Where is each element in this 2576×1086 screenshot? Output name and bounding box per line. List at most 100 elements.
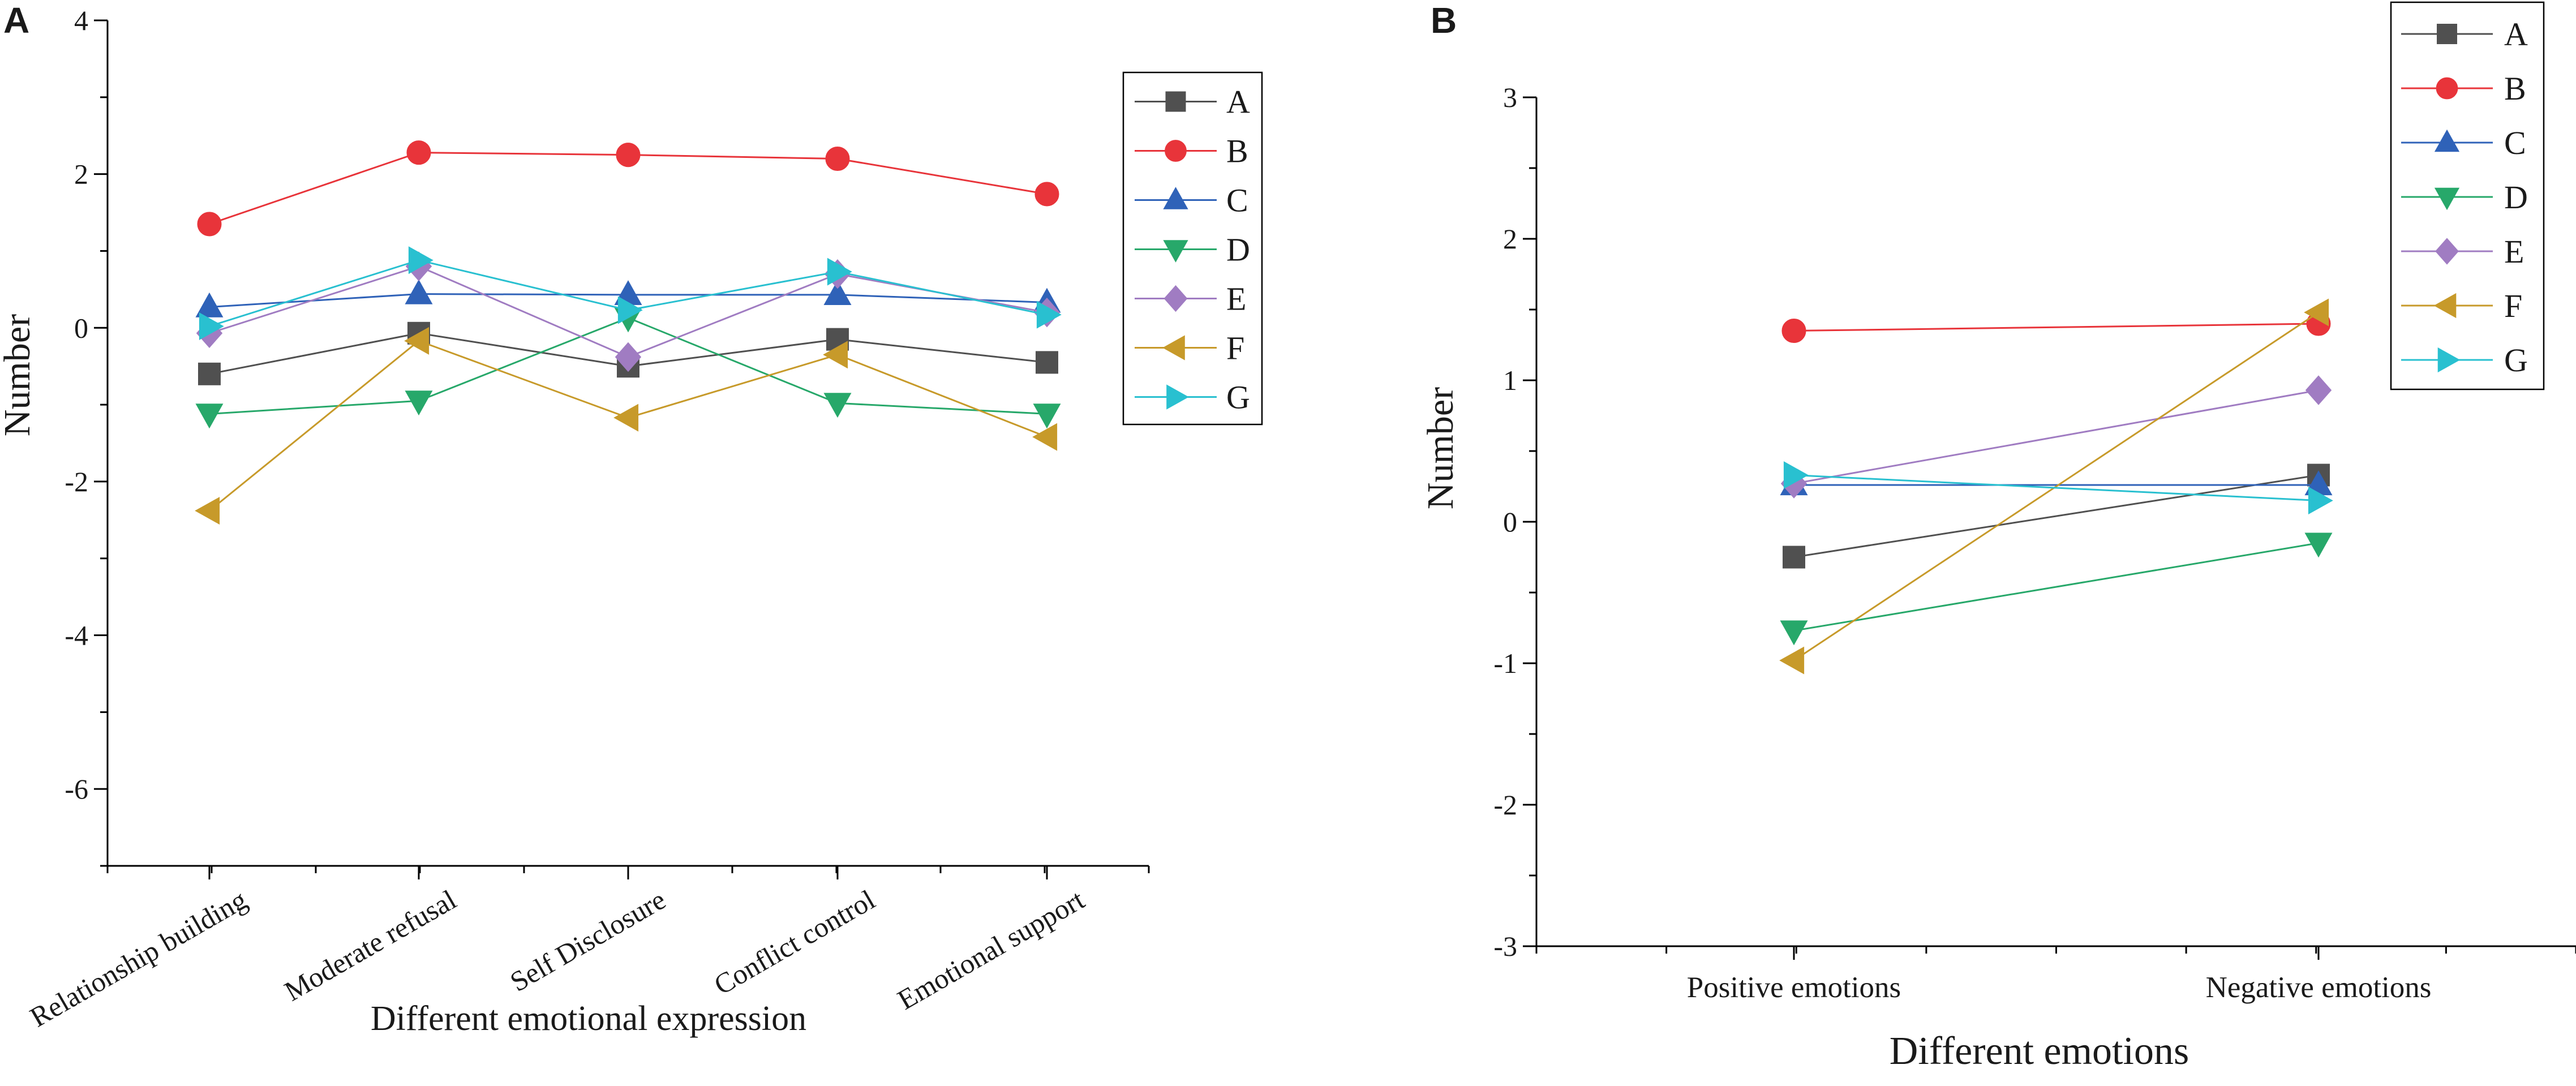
data-point <box>1783 546 1805 569</box>
y-tick-label: 2 <box>74 158 88 190</box>
legend-label: E <box>1226 281 1246 317</box>
y-axis-label: Number <box>0 314 38 436</box>
data-point <box>197 212 222 237</box>
y-tick-label: -4 <box>65 620 88 651</box>
series-f <box>195 327 1058 525</box>
legend-item: C <box>2401 125 2526 161</box>
x-axis-label: Different emotions <box>1890 1029 2189 1073</box>
data-point <box>823 341 848 369</box>
legend-item: G <box>1135 379 1250 416</box>
legend-label: G <box>1226 379 1250 416</box>
data-point <box>617 296 643 324</box>
series-line <box>1793 542 2319 632</box>
data-point <box>1036 351 1058 374</box>
x-tick-label: Self Disclosure <box>505 883 671 998</box>
x-tick-label: Conflict control <box>709 883 880 1001</box>
data-point <box>199 312 224 341</box>
x-tick-label: Relationship building <box>24 883 252 1033</box>
series-b <box>197 140 1059 237</box>
x-tick-label: Positive emotions <box>1687 971 1901 1004</box>
y-tick-label: 2 <box>1503 223 1517 255</box>
x-axis-label: Different emotional expression <box>371 999 806 1038</box>
data-point <box>1033 404 1061 429</box>
legend-label: G <box>2504 342 2528 379</box>
y-tick-label: 3 <box>1503 81 1517 113</box>
data-point <box>408 246 433 274</box>
series-g <box>1783 461 2333 515</box>
legend-marker <box>2437 24 2457 44</box>
series-f <box>1779 298 2329 675</box>
legend-marker <box>2436 77 2458 100</box>
data-point <box>1780 620 1808 646</box>
data-point <box>1034 182 1059 207</box>
legend-item: A <box>2401 16 2528 53</box>
legend-label: D <box>2504 179 2528 216</box>
y-tick-label: -3 <box>1493 930 1517 962</box>
legend-box <box>2390 1 2545 390</box>
data-point <box>1779 646 1805 675</box>
x-tick-label: Negative emotions <box>2206 971 2432 1004</box>
legend-item: G <box>2401 342 2528 379</box>
y-tick-label: -1 <box>1493 647 1517 679</box>
legend-item: B <box>2401 70 2526 107</box>
data-point <box>195 497 220 525</box>
series-b <box>1781 311 2331 344</box>
data-point <box>613 404 639 432</box>
data-point <box>615 342 642 372</box>
series-a <box>1783 463 2330 569</box>
legend-label: E <box>2504 233 2524 270</box>
legend-label: C <box>2504 125 2526 161</box>
y-tick-label: 0 <box>1503 506 1517 538</box>
series-line <box>1793 389 2319 484</box>
legend-item: F <box>2401 287 2522 324</box>
y-axis-label: Number <box>1420 387 1461 509</box>
legend-marker <box>2435 238 2459 265</box>
legend-marker <box>2434 129 2460 152</box>
legend-marker <box>1166 384 1189 410</box>
legend-label: A <box>2504 16 2528 53</box>
data-point <box>827 257 852 286</box>
data-point <box>2304 298 2329 327</box>
y-tick-label: -6 <box>65 773 88 805</box>
series-d <box>1780 533 2333 646</box>
series-e <box>1780 375 2332 499</box>
data-point <box>1783 461 1809 490</box>
legend-item: B <box>1135 133 1248 170</box>
data-point <box>825 146 850 171</box>
legend-marker <box>1163 240 1188 263</box>
data-point <box>406 140 431 165</box>
data-point <box>2304 533 2333 558</box>
legend-marker <box>1165 140 1187 162</box>
legend-item: A <box>1135 84 1250 121</box>
legend-label: B <box>2504 70 2526 107</box>
legend-label: F <box>1226 330 1244 367</box>
legend-item: C <box>1135 182 1248 219</box>
legend-marker <box>1163 187 1188 209</box>
legend-marker <box>1165 91 1186 112</box>
data-point <box>2308 486 2333 515</box>
legend-item: E <box>1135 281 1246 317</box>
legend-label: A <box>1226 84 1250 121</box>
series-line <box>1793 474 2319 501</box>
series-g <box>199 246 1062 341</box>
legend-item: F <box>1135 330 1244 367</box>
data-point <box>616 143 641 168</box>
y-tick-label: -2 <box>1493 789 1517 821</box>
series-c <box>1780 470 2333 496</box>
data-point <box>823 280 852 305</box>
legend-marker <box>2437 347 2461 373</box>
legend-item: D <box>2401 179 2528 216</box>
legend-marker <box>1164 285 1188 312</box>
data-point <box>195 292 224 317</box>
chart-panel-b: B -3 -2 -1 0 1 2 3 Positive emotions Negative emo… <box>1420 0 2576 1073</box>
data-point <box>823 393 852 418</box>
data-point <box>405 390 433 416</box>
legend-label: F <box>2504 287 2522 324</box>
y-tick-label: -2 <box>65 466 88 497</box>
data-point <box>1036 301 1062 329</box>
y-tick-label: 0 <box>74 312 88 344</box>
legend-label: C <box>1226 182 1248 219</box>
